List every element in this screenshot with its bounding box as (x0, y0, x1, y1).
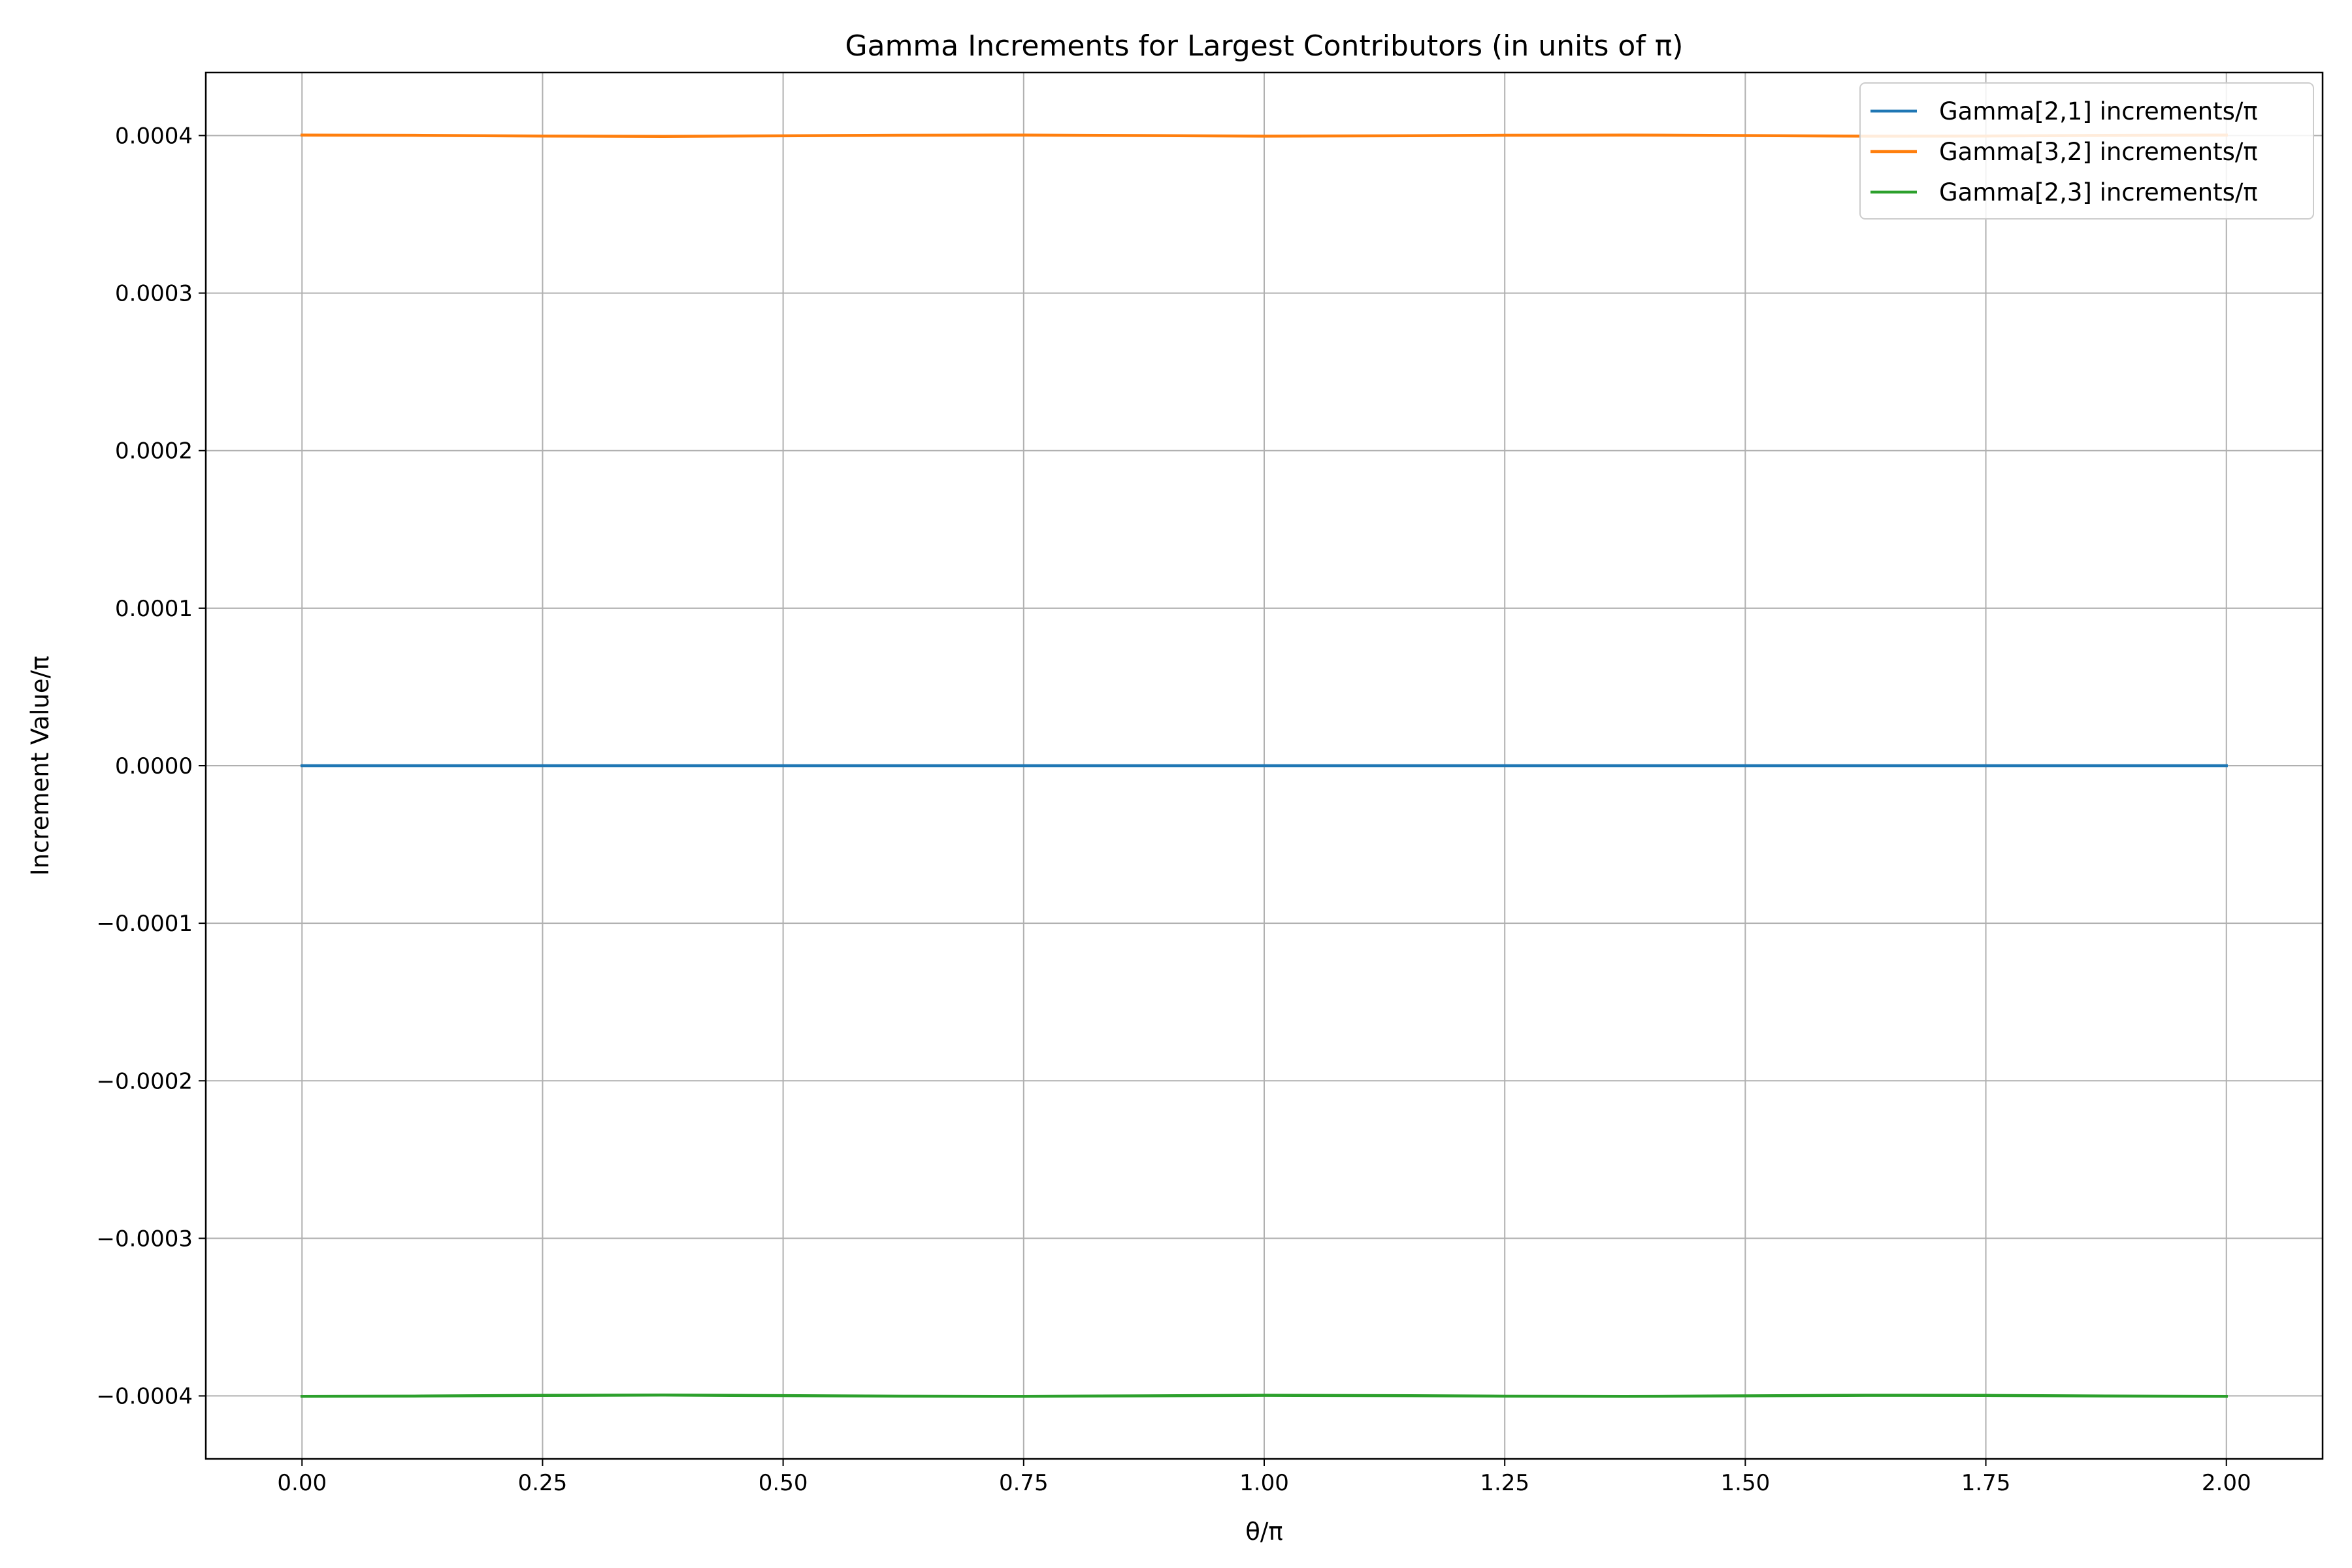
x-axis-label: θ/π (1245, 1518, 1282, 1546)
x-tick-label: 1.75 (1961, 1470, 2011, 1496)
series-line-3 (301, 1394, 2228, 1398)
x-ticks: 0.00 0.25 0.50 0.75 1.00 1.25 1.50 1.75 2.00 (277, 1459, 2251, 1496)
y-tick-label: 0.0001 (115, 596, 193, 622)
y-tick-label: 0.0000 (115, 753, 193, 779)
x-tick-label: 2.00 (2202, 1470, 2251, 1496)
legend-label: Gamma[3,2] increments/π (1939, 138, 2258, 166)
y-tick-label: −0.0003 (97, 1226, 193, 1252)
x-tick-label: 0.00 (277, 1470, 327, 1496)
x-tick-label: 1.50 (1721, 1470, 1771, 1496)
chart-title: Gamma Increments for Largest Contributor… (845, 29, 1684, 63)
y-tick-label: 0.0003 (115, 281, 193, 307)
legend-entries: Gamma[2,1] increments/π Gamma[3,2] increm… (1870, 97, 2258, 206)
y-tick-label: 0.0004 (115, 123, 193, 149)
x-tick-label: 0.75 (999, 1470, 1049, 1496)
y-tick-label: 0.0002 (115, 438, 193, 465)
legend-label: Gamma[2,3] increments/π (1939, 178, 2258, 206)
legend-frame (1859, 82, 2314, 220)
y-tick-label: −0.0004 (97, 1384, 193, 1410)
x-tick-label: 0.50 (759, 1470, 808, 1496)
x-tick-label: 0.25 (518, 1470, 568, 1496)
y-tick-label: −0.0001 (97, 911, 193, 937)
legend: Gamma[2,1] increments/π Gamma[3,2] increm… (1859, 82, 2314, 220)
y-tick-label: −0.0002 (97, 1068, 193, 1094)
legend-label: Gamma[2,1] increments/π (1939, 97, 2258, 125)
x-tick-label: 1.00 (1239, 1470, 1289, 1496)
y-ticks: −0.0004 −0.0003 −0.0002 −0.0001 0.0000 0.0001… (97, 123, 206, 1410)
y-axis-label: Increment Value/π (26, 656, 54, 876)
x-tick-label: 1.25 (1480, 1470, 1529, 1496)
